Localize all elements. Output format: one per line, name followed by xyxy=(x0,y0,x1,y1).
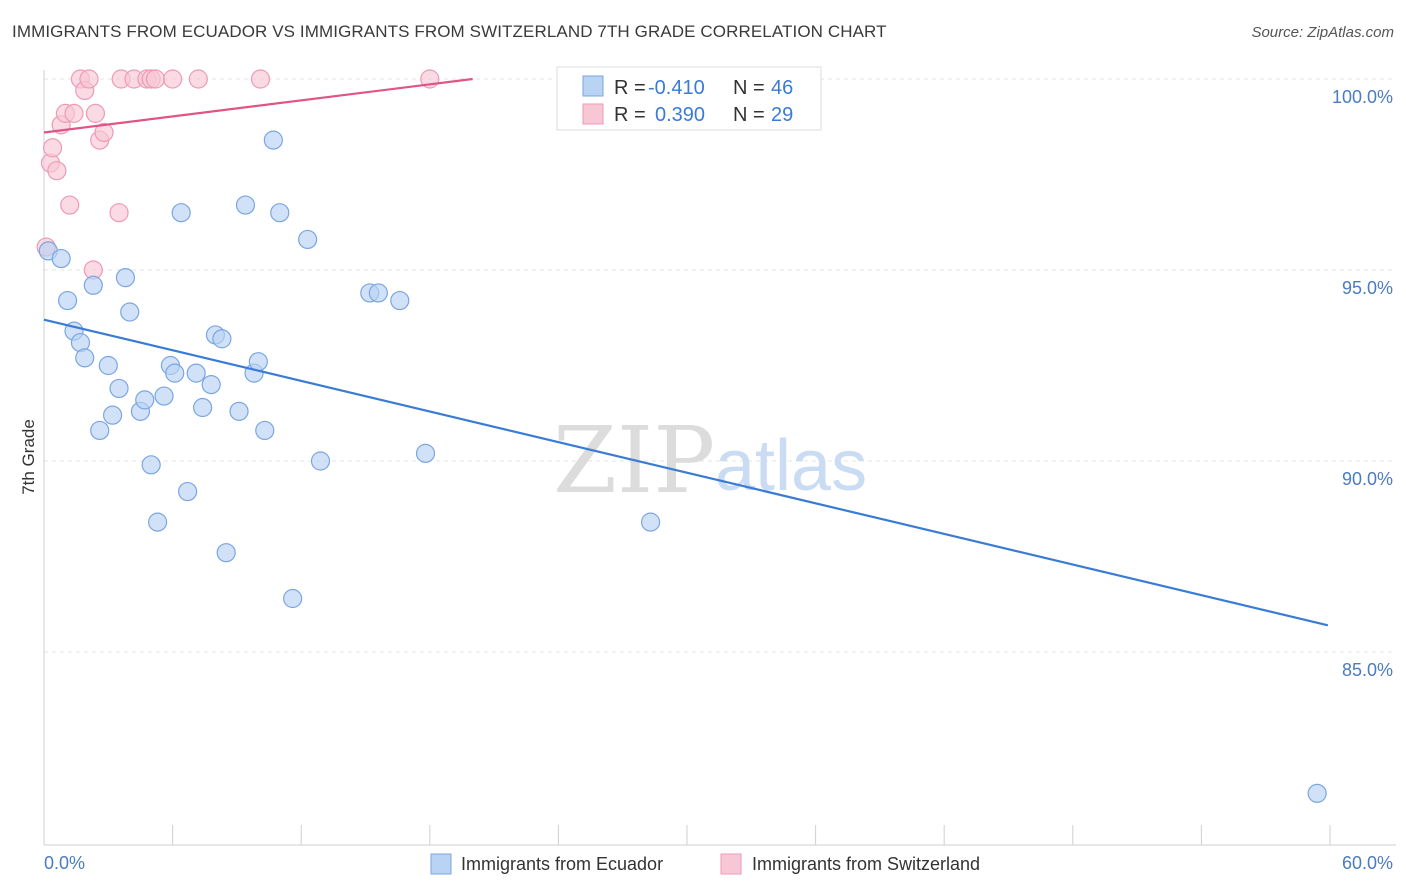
stats-box: R = -0.410 N = 46 R = 0.390 N = 29 xyxy=(556,66,822,131)
ecuador-point-9 xyxy=(102,405,123,425)
y-tick-label-85: 85.0% xyxy=(1342,660,1393,680)
switzerland-trend-line xyxy=(43,77,473,134)
x-tick-marks xyxy=(43,825,1331,845)
ecuador-point-36 xyxy=(298,229,318,250)
ecuador-point-14 xyxy=(135,390,155,410)
ecuador-point-12 xyxy=(120,302,140,322)
switzerland-point-22 xyxy=(188,69,208,89)
ecuador-point-15 xyxy=(141,455,161,475)
switzerland-point-2 xyxy=(42,138,63,158)
stats-r-label-ecuador: R = xyxy=(614,77,646,99)
ecuador-point-10 xyxy=(109,378,129,399)
ecuador-point-26 xyxy=(212,329,232,349)
trend-lines xyxy=(43,77,1329,627)
stats-r-label-switzerland: R = xyxy=(614,104,646,126)
ecuador-point-33 xyxy=(263,130,283,150)
y-axis-title: 7th Grade xyxy=(19,419,38,495)
axes xyxy=(43,70,1396,846)
y-tick-label-95: 95.0% xyxy=(1342,278,1393,298)
ecuador-point-6 xyxy=(83,275,103,295)
ecuador-point-40 xyxy=(390,290,410,311)
switzerland-point-23 xyxy=(250,69,271,89)
y-tick-label-100: 100.0% xyxy=(1332,87,1393,107)
switzerland-point-20 xyxy=(145,69,166,89)
legend-label-switzerland: Immigrants from Switzerland xyxy=(752,854,980,874)
x-tick-label-min: 0.0% xyxy=(44,853,85,873)
ecuador-point-16 xyxy=(147,512,168,532)
ecuador-point-7 xyxy=(90,420,110,441)
ecuador-point-2 xyxy=(57,290,78,311)
ecuador-point-27 xyxy=(216,543,236,563)
ecuador-point-23 xyxy=(193,397,213,418)
ecuador-point-5 xyxy=(75,348,95,368)
y-tick-labels: 85.0% 90.0% 95.0% 100.0% xyxy=(1332,87,1393,680)
ecuador-point-19 xyxy=(165,363,185,383)
ecuador-point-22 xyxy=(186,363,206,383)
stats-n-label-switzerland: N = xyxy=(733,104,765,126)
ecuador-point-20 xyxy=(171,203,191,223)
ecuador-point-39 xyxy=(368,283,388,303)
watermark-atlas: atlas xyxy=(715,426,867,506)
stats-n-value-ecuador: 46 xyxy=(771,77,793,99)
switzerland-point-21 xyxy=(163,69,183,89)
source-label: Source: ZipAtlas.com xyxy=(1251,24,1394,41)
switzerland-point-15 xyxy=(109,203,129,223)
switzerland-point-7 xyxy=(64,103,84,123)
ecuador-point-45 xyxy=(1307,783,1327,803)
switzerland-point-10 xyxy=(79,69,99,89)
stats-r-value-ecuador: -0.410 xyxy=(648,77,705,99)
legend: Immigrants from Ecuador Immigrants from … xyxy=(430,853,980,875)
ecuador-point-21 xyxy=(178,481,198,502)
y-tick-label-90: 90.0% xyxy=(1342,469,1393,489)
watermark: ZIP atlas xyxy=(553,407,867,514)
ecuador-point-41 xyxy=(415,443,436,463)
ecuador-point-35 xyxy=(283,588,303,609)
legend-label-ecuador: Immigrants from Ecuador xyxy=(461,854,663,874)
ecuador-point-11 xyxy=(115,268,136,288)
switzerland-point-14 xyxy=(94,122,114,143)
legend-swatch-ecuador xyxy=(430,853,452,875)
stats-swatch-ecuador xyxy=(582,75,604,97)
ecuador-point-37 xyxy=(310,451,331,471)
stats-n-label-ecuador: N = xyxy=(733,77,765,99)
ecuador-point-31 xyxy=(248,352,268,372)
stats-r-value-switzerland: 0.390 xyxy=(655,104,705,126)
x-tick-label-max: 60.0% xyxy=(1342,853,1393,873)
switzerland-point-12 xyxy=(85,103,106,123)
ecuador-point-24 xyxy=(201,375,221,395)
ecuador-point-34 xyxy=(270,203,290,223)
switzerland-point-3 xyxy=(47,161,67,181)
stats-n-value-switzerland: 29 xyxy=(771,104,793,126)
ecuador-point-1 xyxy=(51,248,71,269)
ecuador-trend-line xyxy=(43,318,1329,627)
ecuador-point-8 xyxy=(98,355,118,376)
switzerland-point-6 xyxy=(60,195,80,215)
ecuador-point-17 xyxy=(154,386,174,406)
ecuador-point-28 xyxy=(229,401,249,421)
stats-swatch-switzerland xyxy=(582,103,604,125)
gridlines xyxy=(44,78,1396,653)
legend-swatch-switzerland xyxy=(720,853,742,875)
chart-title: IMMIGRANTS FROM ECUADOR VS IMMIGRANTS FR… xyxy=(12,22,887,41)
ecuador-point-29 xyxy=(235,195,256,215)
ecuador-point-44 xyxy=(640,512,661,532)
ecuador-point-32 xyxy=(255,420,275,441)
